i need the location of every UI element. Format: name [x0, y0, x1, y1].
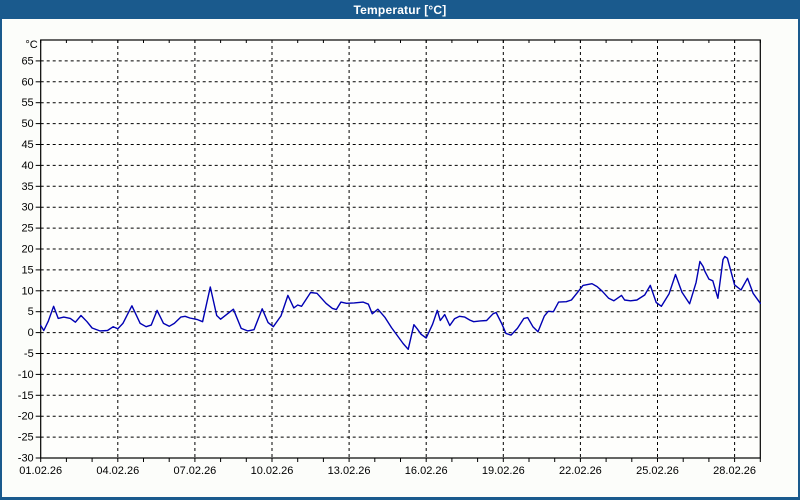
y-axis-tick-label: 0 [28, 327, 34, 339]
x-axis-tick-label: 19.02.26 [482, 465, 525, 477]
y-axis-tick-label: 60 [21, 76, 33, 88]
y-axis-tick-label: 35 [21, 181, 33, 193]
x-axis-tick-label: 16.02.26 [405, 465, 448, 477]
plot-border [40, 39, 761, 459]
x-axis-tick-label: 01.02.26 [19, 465, 62, 477]
x-axis-tick-label: 04.02.26 [96, 465, 139, 477]
y-axis-tick-label: 45 [21, 139, 33, 151]
y-axis-tick-label: -5 [24, 348, 34, 360]
x-axis-tick-label: 22.02.26 [559, 465, 602, 477]
y-axis-tick-label: -10 [18, 369, 34, 381]
y-axis-tick-label: -20 [18, 411, 34, 423]
y-axis-tick-label: -25 [18, 432, 34, 444]
y-axis-tick-label: 25 [21, 223, 33, 235]
window-title: Temperatur [°C] [353, 2, 447, 17]
y-axis-tick-label: 50 [21, 118, 33, 130]
x-axis-tick-label: 10.02.26 [251, 465, 294, 477]
y-axis-unit-label: °C [25, 39, 37, 51]
x-axis-tick-label: 25.02.26 [636, 465, 679, 477]
y-axis-tick-label: 55 [21, 97, 33, 109]
x-axis-tick-label: 13.02.26 [328, 465, 371, 477]
window-titlebar: Temperatur [°C] [2, 0, 798, 19]
temperature-chart: 65605550454035302520151050-5-10-15-20-25… [18, 39, 761, 477]
y-axis-tick-label: 10 [21, 285, 33, 297]
y-axis-tick-label: 5 [28, 306, 34, 318]
y-axis-tick-label: -30 [18, 453, 34, 465]
y-axis-tick-label: 15 [21, 264, 33, 276]
x-axis-tick-label: 07.02.26 [173, 465, 216, 477]
y-axis-tick-label: 40 [21, 160, 33, 172]
y-axis-tick-label: 65 [21, 55, 33, 67]
y-axis-tick-label: -15 [18, 390, 34, 402]
y-axis-tick-label: 20 [21, 244, 33, 256]
temperature-line [40, 255, 761, 350]
y-axis-tick-label: 30 [21, 202, 33, 214]
x-axis-tick-label: 28.02.26 [713, 465, 756, 477]
plot-background [40, 40, 761, 458]
